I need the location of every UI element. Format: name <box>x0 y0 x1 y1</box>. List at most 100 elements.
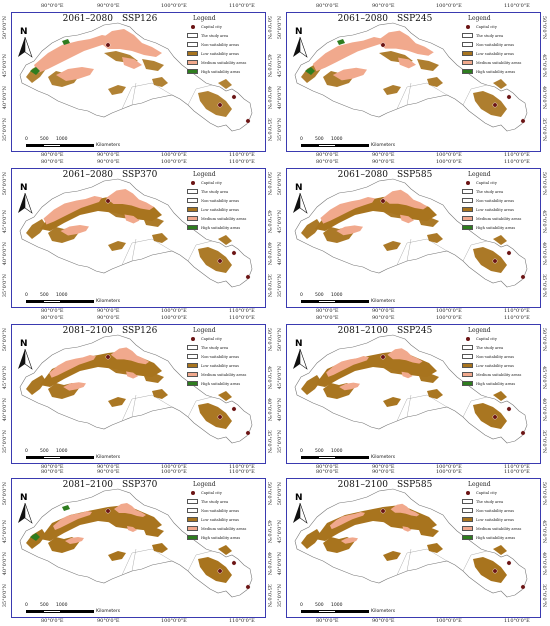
low-suitability-area <box>383 397 401 407</box>
latitude-label: 35°0'0"N <box>2 274 8 298</box>
low-suitability-area <box>493 545 507 555</box>
panel-title: 2081–2100 SSP126 <box>30 326 190 336</box>
latitude-label: 40°0'0"N <box>2 86 8 110</box>
north-arrow-icon: N <box>16 493 34 524</box>
capital-city-marker <box>506 406 512 412</box>
legend-item: Medium suitability areas <box>462 58 540 67</box>
capital-city-marker <box>231 250 237 256</box>
legend-item: Capital city <box>187 488 265 497</box>
legend-swatch <box>187 517 198 522</box>
scale-tick-label: 500 <box>315 603 324 608</box>
latitude-label: 40°0'0"N <box>277 398 283 422</box>
latitude-label: 45°0'0"N <box>266 54 272 78</box>
panel-scenario: SSP126 <box>121 14 158 24</box>
medium-suitability-area <box>122 57 142 69</box>
legend-swatch <box>462 60 473 65</box>
low-suitability-area <box>108 85 126 95</box>
longitude-label: 100°0'0"E <box>436 469 462 475</box>
latitude-label: 50°0'0"N <box>2 16 8 40</box>
title-spacer <box>113 170 122 180</box>
legend-swatch <box>462 216 473 221</box>
legend-item: Low suitability areas <box>462 49 540 58</box>
map-panel: 80°0'0"E 90°0'0"E 100°0'0"E 110°0'0"E 80°0'0… <box>1 315 274 472</box>
legend-label: Low suitability areas <box>201 51 240 56</box>
legend-label: The study area <box>476 499 504 504</box>
low-suitability-area <box>198 403 232 429</box>
medium-suitability-area <box>43 196 102 225</box>
latitude-label: 50°0'0"N <box>541 328 547 352</box>
medium-suitability-area <box>124 214 140 224</box>
medium-suitability-area <box>65 537 84 544</box>
scale-tick-label: 1000 <box>331 137 343 142</box>
longitude-label: 80°0'0"E <box>316 159 339 165</box>
legend-swatch <box>462 198 473 203</box>
longitude-label: 100°0'0"E <box>161 159 187 165</box>
latitude-label: 40°0'0"N <box>541 398 547 422</box>
map-legend: Legend Capital city The study area Non-suit… <box>187 481 265 542</box>
longitude-label: 80°0'0"E <box>41 152 64 158</box>
latitude-label: 45°0'0"N <box>266 520 272 544</box>
longitude-label: 110°0'0"E <box>504 3 530 9</box>
panel-scenario: SSP370 <box>121 170 158 180</box>
latitude-label: 35°0'0"N <box>541 430 547 454</box>
legend-item: High suitability areas <box>187 379 265 388</box>
scale-tick-label: 1000 <box>56 449 68 454</box>
longitude-label: 90°0'0"E <box>97 159 120 165</box>
low-suitability-area <box>473 91 507 117</box>
capital-city-marker <box>492 568 498 574</box>
capital-city-icon <box>462 24 473 29</box>
suitability-map <box>19 488 253 598</box>
longitude-label: 80°0'0"E <box>41 469 64 475</box>
panel-scenario: SSP585 <box>396 170 433 180</box>
legend-item: Medium suitability areas <box>462 214 540 223</box>
capital-city-marker <box>217 102 223 108</box>
low-suitability-area <box>218 391 232 401</box>
panel-title: 2081–2100 SSP370 <box>30 480 190 490</box>
north-label: N <box>295 27 303 37</box>
scale-bar-graphic <box>301 300 369 303</box>
low-suitability-area <box>152 77 168 87</box>
panel-title: 2061–2080 SSP585 <box>305 170 465 180</box>
legend-label: Capital city <box>476 490 497 495</box>
low-suitability-area <box>427 233 443 243</box>
longitude-label: 80°0'0"E <box>316 618 339 624</box>
latitude-label: 45°0'0"N <box>541 366 547 390</box>
legend-label: High suitability areas <box>201 69 241 74</box>
scale-tick-label: 1000 <box>56 603 68 608</box>
latitude-label: 35°0'0"N <box>541 274 547 298</box>
legend-swatch <box>187 526 198 531</box>
latitude-label: 50°0'0"N <box>2 328 8 352</box>
legend-label: The study area <box>201 345 229 350</box>
legend-item: Medium suitability areas <box>187 58 265 67</box>
low-suitability-area <box>473 557 507 583</box>
longitude-label: 100°0'0"E <box>161 464 187 470</box>
scale-bar-graphic <box>301 144 369 147</box>
legend-title: Legend <box>193 15 216 22</box>
low-suitability-area <box>427 77 443 87</box>
map-frame: 2061–2080 SSP245 N Legend Capital city The s… <box>286 12 541 152</box>
medium-suitability-area <box>336 225 363 236</box>
longitude-label: 110°0'0"E <box>229 469 255 475</box>
low-suitability-area <box>493 391 507 401</box>
legend-item: Medium suitability areas <box>462 370 540 379</box>
legend-label: Medium suitability areas <box>476 372 522 377</box>
legend-label: Non-suitability areas <box>201 354 240 359</box>
medium-suitability-area <box>126 371 138 379</box>
longitude-label: 80°0'0"E <box>41 464 64 470</box>
legend-swatch <box>187 189 198 194</box>
legend-swatch <box>462 381 473 386</box>
low-suitability-area <box>417 59 439 71</box>
legend-item: Medium suitability areas <box>462 524 540 533</box>
scale-unit: Kilometers <box>96 609 121 614</box>
longitude-label: 90°0'0"E <box>97 464 120 470</box>
north-arrow-icon: N <box>291 27 309 58</box>
scale-tick-label: 500 <box>40 603 49 608</box>
legend-item: Capital city <box>462 22 540 31</box>
legend-label: Non-suitability areas <box>476 198 515 203</box>
capital-city-icon <box>187 490 198 495</box>
legend-item: Low suitability areas <box>187 49 265 58</box>
map-panel: 80°0'0"E 90°0'0"E 100°0'0"E 110°0'0"E 80°0'0… <box>276 3 549 160</box>
low-suitability-area <box>427 389 443 399</box>
legend-swatch <box>187 198 198 203</box>
legend-swatch <box>187 42 198 47</box>
